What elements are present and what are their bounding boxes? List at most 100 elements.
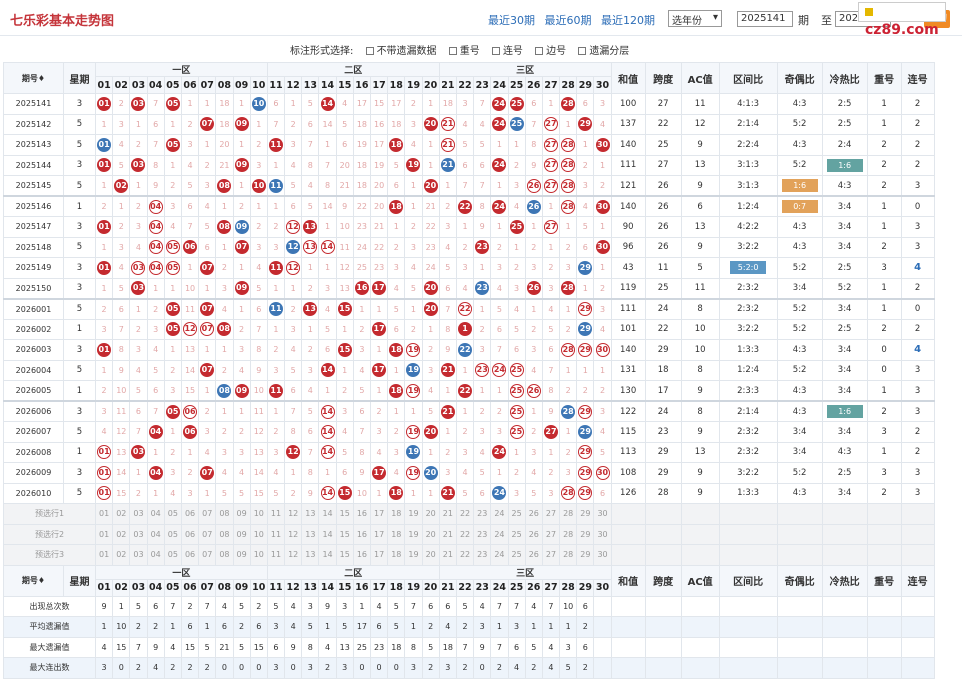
predict-number[interactable]: 22 <box>455 523 475 545</box>
predict-number[interactable]: 02 <box>112 544 131 566</box>
predict-number[interactable]: 21 <box>438 523 457 545</box>
predict-number[interactable]: 02 <box>112 523 131 545</box>
predict-number[interactable]: 15 <box>335 544 354 566</box>
predict-number[interactable]: 12 <box>284 503 303 525</box>
predict-number[interactable]: 05 <box>163 523 182 545</box>
predict-number[interactable]: 27 <box>541 523 561 545</box>
predict-number[interactable]: 01 <box>94 544 114 566</box>
predict-number[interactable]: 08 <box>215 544 234 566</box>
predict-number[interactable]: 10 <box>249 544 268 566</box>
predict-number[interactable]: 20 <box>421 523 440 545</box>
predict-number[interactable]: 21 <box>438 544 457 566</box>
predict-number[interactable]: 16 <box>352 503 372 525</box>
predict-number[interactable]: 30 <box>593 503 612 525</box>
predict-number[interactable]: 28 <box>559 523 578 545</box>
predict-number[interactable]: 14 <box>318 503 337 525</box>
predict-number[interactable]: 20 <box>421 544 440 566</box>
predict-number[interactable]: 06 <box>180 503 200 525</box>
predict-number[interactable]: 12 <box>284 544 303 566</box>
predict-number[interactable]: 19 <box>404 503 423 525</box>
predict-number[interactable]: 22 <box>455 503 475 525</box>
predict-number[interactable]: 10 <box>249 503 268 525</box>
predict-number[interactable]: 07 <box>198 503 217 525</box>
predict-number[interactable]: 25 <box>507 503 526 525</box>
predict-number[interactable]: 08 <box>215 523 234 545</box>
predict-number[interactable]: 06 <box>180 544 200 566</box>
predict-number[interactable]: 20 <box>421 503 440 525</box>
predict-number[interactable]: 13 <box>301 503 320 525</box>
predict-number[interactable]: 22 <box>455 544 475 566</box>
predict-number[interactable]: 05 <box>163 544 182 566</box>
link-last-60[interactable]: 最近60期 <box>544 14 592 27</box>
predict-number[interactable]: 08 <box>215 503 234 525</box>
predict-number[interactable]: 13 <box>301 523 320 545</box>
checkbox-edge[interactable] <box>535 47 544 55</box>
predict-number[interactable]: 17 <box>369 544 389 566</box>
predict-number[interactable]: 29 <box>576 523 595 545</box>
predict-number[interactable]: 17 <box>369 523 389 545</box>
predict-number[interactable]: 04 <box>146 544 165 566</box>
predict-number[interactable]: 16 <box>352 523 372 545</box>
predict-number[interactable]: 16 <box>352 544 372 566</box>
predict-number[interactable]: 03 <box>129 544 148 566</box>
predict-number[interactable]: 30 <box>593 523 612 545</box>
predict-number[interactable]: 09 <box>232 523 251 545</box>
predict-number[interactable]: 26 <box>524 523 543 545</box>
predict-number[interactable]: 14 <box>318 523 337 545</box>
predict-number[interactable]: 09 <box>232 503 251 525</box>
predict-number[interactable]: 06 <box>180 523 200 545</box>
predict-number[interactable]: 18 <box>387 523 406 545</box>
predict-number[interactable]: 01 <box>94 523 114 545</box>
predict-number[interactable]: 29 <box>576 503 595 525</box>
predict-number[interactable]: 24 <box>490 544 509 566</box>
predict-number[interactable]: 25 <box>507 544 526 566</box>
predict-number[interactable]: 28 <box>559 544 578 566</box>
predict-number[interactable]: 29 <box>576 544 595 566</box>
checkbox-consecutive[interactable] <box>491 47 500 55</box>
checkbox-miss-layer[interactable] <box>578 47 587 55</box>
link-last-120[interactable]: 最近120期 <box>601 14 655 27</box>
predict-number[interactable]: 19 <box>404 523 423 545</box>
predict-number[interactable]: 05 <box>163 503 182 525</box>
predict-number[interactable]: 18 <box>387 544 406 566</box>
predict-number[interactable]: 27 <box>541 544 561 566</box>
predict-number[interactable]: 03 <box>129 523 148 545</box>
predict-number[interactable]: 11 <box>266 523 286 545</box>
checkbox-no-miss[interactable] <box>365 47 374 55</box>
predict-number[interactable]: 15 <box>335 503 354 525</box>
predict-number[interactable]: 15 <box>335 523 354 545</box>
predict-number[interactable]: 07 <box>198 544 217 566</box>
predict-number[interactable]: 19 <box>404 544 423 566</box>
predict-number[interactable]: 23 <box>473 523 492 545</box>
predict-number[interactable]: 24 <box>490 503 509 525</box>
predict-number[interactable]: 04 <box>146 503 165 525</box>
predict-number[interactable]: 10 <box>249 523 268 545</box>
predict-number[interactable]: 01 <box>94 503 114 525</box>
predict-number[interactable]: 07 <box>198 523 217 545</box>
predict-number[interactable]: 25 <box>507 523 526 545</box>
predict-number[interactable]: 11 <box>266 544 286 566</box>
predict-number[interactable]: 02 <box>112 503 131 525</box>
predict-number[interactable]: 14 <box>318 544 337 566</box>
predict-number[interactable]: 18 <box>387 503 406 525</box>
predict-number[interactable]: 09 <box>232 544 251 566</box>
checkbox-repeat[interactable] <box>448 47 457 55</box>
predict-number[interactable]: 26 <box>524 544 543 566</box>
year-select[interactable]: 选年份 <box>668 10 722 27</box>
predict-number[interactable]: 28 <box>559 503 578 525</box>
predict-number[interactable]: 26 <box>524 503 543 525</box>
predict-number[interactable]: 23 <box>473 503 492 525</box>
footer-issue-header[interactable]: 期号♦ <box>3 564 64 597</box>
predict-number[interactable]: 04 <box>146 523 165 545</box>
predict-number[interactable]: 13 <box>301 544 320 566</box>
predict-number[interactable]: 21 <box>438 503 457 525</box>
predict-number[interactable]: 12 <box>284 523 303 545</box>
predict-number[interactable]: 11 <box>266 503 286 525</box>
predict-number[interactable]: 30 <box>593 544 612 566</box>
predict-number[interactable]: 03 <box>129 503 148 525</box>
link-last-30[interactable]: 最近30期 <box>488 14 535 27</box>
predict-number[interactable]: 24 <box>490 523 509 545</box>
from-issue-input[interactable]: 2025141 <box>737 11 793 27</box>
predict-number[interactable]: 27 <box>541 503 561 525</box>
predict-number[interactable]: 23 <box>473 544 492 566</box>
